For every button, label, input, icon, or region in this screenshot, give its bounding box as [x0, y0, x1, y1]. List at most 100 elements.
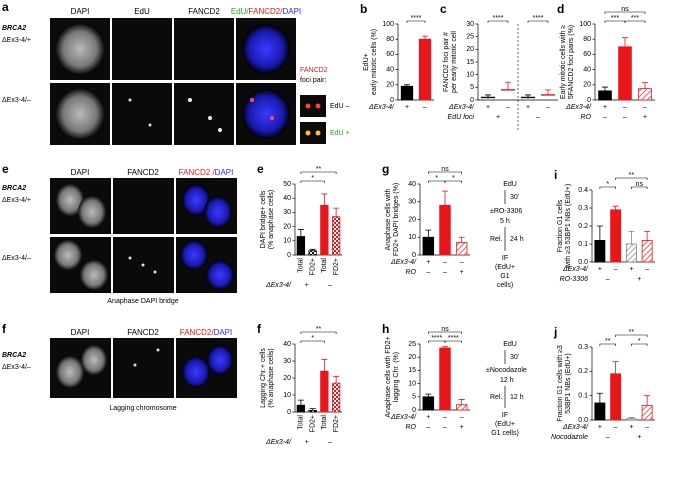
column-header: EdU/FANCD2/DAPI — [231, 7, 301, 16]
significance-label: *** — [631, 15, 639, 22]
image-tile — [112, 18, 172, 80]
error-bar — [333, 375, 340, 384]
bar — [331, 382, 341, 413]
x-tick-label: Total — [298, 258, 305, 273]
y-tick-label: 60 — [583, 51, 591, 58]
significance-bracket — [631, 343, 648, 346]
row-label: RO — [406, 424, 417, 431]
inset-title: FANCD2 — [300, 67, 328, 74]
y-axis-label: with ≥3 53BP1 NBs (EdU+) — [565, 184, 572, 270]
nucleus — [56, 24, 104, 74]
protocol-step: ±RO-3306 — [490, 208, 522, 215]
y-axis-label: FD2+ DAPI bridges (%) — [393, 183, 400, 256]
row-value: – — [423, 104, 427, 111]
significance-bracket — [615, 177, 648, 180]
error-bar — [596, 225, 603, 241]
y-tick-label: 5 — [470, 84, 474, 91]
nucleus — [182, 184, 210, 216]
row-value: + — [629, 266, 633, 273]
y-tick-label: 30 — [283, 358, 291, 365]
column-header: DAPI — [71, 7, 90, 16]
error-bar — [644, 231, 651, 241]
y-tick-label: 10 — [466, 72, 474, 79]
merge-word: FANCD2/ — [249, 7, 284, 16]
significance-label: ** — [316, 166, 322, 173]
gene-label: BRCA2 — [2, 352, 26, 359]
significance-bracket — [300, 171, 337, 174]
significance-label: ** — [605, 338, 611, 345]
nucleus — [180, 240, 208, 270]
y-axis-label: Early mitotic cells with ≥ — [560, 25, 567, 99]
column-header: DAPI — [71, 328, 90, 337]
image-tile — [113, 178, 174, 234]
bar — [439, 347, 451, 411]
error-bar — [404, 84, 410, 87]
row-value: – — [606, 276, 610, 283]
panel-letter: c — [440, 2, 447, 16]
row-value: – — [460, 414, 464, 421]
y-tick-label: 40 — [408, 181, 416, 188]
focus — [305, 130, 311, 136]
error-bar — [321, 193, 328, 206]
bar — [625, 243, 637, 263]
gene-label: BRCA2 — [2, 25, 26, 32]
protocol-j: EdU 30' ±Nocodazole 12 h Rel. 12 h IF (E… — [486, 341, 527, 437]
error-bar — [642, 82, 648, 89]
protocol-i: EdU 30' ±RO-3306 5 h Rel. 24 h IF (EdU+ … — [490, 181, 524, 289]
bar — [610, 373, 622, 421]
y-tick-label: 0.1 — [578, 241, 588, 248]
row-label: ΔEx3-4/ — [562, 424, 589, 431]
row-value: + — [486, 104, 490, 111]
row-label: ΔEx3-4/ — [390, 414, 417, 421]
x-tick-label: FD2+ — [309, 258, 316, 275]
panel-letter: i — [554, 168, 557, 182]
row-value: + — [496, 114, 500, 121]
y-tick-label: 5 — [412, 394, 416, 401]
protocol-step: EdU — [503, 181, 517, 188]
image-row — [50, 178, 237, 293]
focus — [270, 116, 274, 120]
significance-bracket — [300, 340, 325, 343]
y-tick-label: 10 — [283, 392, 291, 399]
focus — [305, 103, 311, 109]
focus — [315, 130, 321, 136]
protocol-step: 24 h — [510, 236, 524, 243]
y-tick-label: 10 — [283, 238, 291, 245]
significance-label: * — [311, 175, 314, 182]
bar — [641, 404, 653, 421]
y-tick-label: 40 — [283, 195, 291, 202]
significance-label: ns — [441, 326, 449, 333]
y-tick-label: 0.4 — [578, 187, 588, 194]
row-value: + — [629, 424, 633, 431]
y-axis-label: early mitotic cells (%) — [371, 29, 378, 95]
bar — [418, 38, 432, 101]
row-label: ΔEx3-4/ — [265, 439, 292, 446]
protocol-step: Rel. — [490, 236, 503, 243]
nucleus — [81, 345, 107, 375]
bar — [320, 370, 329, 413]
merge-word: EdU/ — [231, 7, 250, 16]
significance-label: **** — [431, 335, 442, 342]
y-tick-label: 0.1 — [578, 393, 588, 400]
y-tick-label: 20 — [283, 375, 291, 382]
bar — [296, 404, 306, 413]
protocol-step: cells) — [497, 282, 513, 289]
row-label: ΔEx3-4/+ — [2, 37, 31, 44]
row-value: – — [443, 269, 447, 276]
nucleus — [242, 24, 290, 74]
error-bar — [602, 86, 608, 91]
inset — [300, 95, 326, 117]
significance-bracket — [406, 20, 426, 23]
nucleus — [54, 240, 82, 270]
bar — [422, 396, 435, 411]
focus — [148, 123, 152, 127]
y-axis-label: EdU+ — [363, 53, 370, 71]
nucleus — [207, 345, 233, 375]
error-bar — [545, 89, 551, 95]
row-label: ΔEx3-4/– — [2, 97, 31, 104]
error-bar — [458, 236, 465, 243]
significance-label: **** — [448, 335, 459, 342]
error-bar — [297, 399, 304, 406]
error-bar — [321, 358, 328, 372]
row-value: + — [643, 114, 647, 121]
